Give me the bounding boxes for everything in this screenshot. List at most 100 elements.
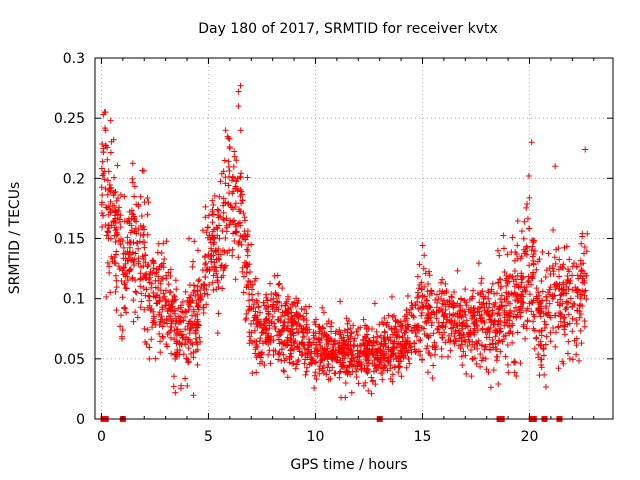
data-point	[506, 317, 513, 324]
data-point	[276, 351, 283, 358]
data-point	[325, 318, 332, 325]
data-point	[137, 270, 144, 277]
data-point	[209, 197, 216, 204]
data-point	[347, 325, 354, 332]
data-point	[223, 228, 230, 235]
data-point	[552, 312, 559, 319]
data-point	[113, 248, 120, 255]
data-point	[348, 389, 355, 396]
data-point	[529, 243, 536, 250]
data-point	[557, 296, 564, 303]
data-point	[170, 292, 177, 299]
data-point	[416, 337, 423, 344]
data-point	[486, 334, 493, 341]
data-point	[447, 317, 454, 324]
data-point	[219, 285, 226, 292]
data-point	[226, 221, 233, 228]
data-point	[487, 346, 494, 353]
data-point	[99, 158, 106, 165]
data-point	[122, 250, 129, 257]
data-point	[475, 305, 482, 312]
data-point	[521, 250, 528, 257]
data-point	[507, 307, 514, 314]
data-point	[108, 222, 115, 229]
data-point	[117, 312, 124, 319]
data-point	[132, 309, 139, 316]
data-point	[408, 300, 415, 307]
data-point	[535, 307, 542, 314]
data-point	[114, 162, 121, 169]
data-point	[160, 334, 167, 341]
data-point	[547, 270, 554, 277]
data-point	[368, 374, 375, 381]
data-point	[470, 287, 477, 294]
data-point	[270, 295, 277, 302]
data-point	[448, 293, 455, 300]
data-point	[569, 263, 576, 270]
data-point	[184, 382, 191, 389]
data-point	[133, 201, 140, 208]
data-point	[150, 289, 157, 296]
chart-title: Day 180 of 2017, SRMTID for receiver kvt…	[198, 21, 498, 37]
data-point	[226, 189, 233, 196]
data-point	[261, 320, 268, 327]
data-point	[229, 246, 236, 253]
data-point	[265, 336, 272, 343]
data-point	[525, 173, 532, 180]
data-point	[210, 241, 217, 248]
data-point	[569, 303, 576, 310]
data-point	[496, 303, 503, 310]
data-point	[139, 275, 146, 282]
data-point	[124, 234, 131, 241]
data-point	[523, 204, 530, 211]
data-point	[245, 241, 252, 248]
data-point	[389, 371, 396, 378]
data-point	[525, 278, 532, 285]
data-point	[413, 333, 420, 340]
data-point	[206, 281, 213, 288]
data-point	[246, 297, 253, 304]
x-tick-label: 10	[307, 429, 325, 445]
data-point	[202, 273, 209, 280]
data-point	[431, 351, 438, 358]
data-point	[269, 313, 276, 320]
x-tick-label: 5	[204, 429, 213, 445]
data-point	[164, 343, 171, 350]
data-point	[172, 389, 179, 396]
data-point	[353, 368, 360, 375]
data-point	[579, 279, 586, 286]
data-point	[513, 293, 520, 300]
data-point	[462, 299, 469, 306]
data-point	[117, 212, 124, 219]
data-point	[101, 109, 108, 116]
data-point	[276, 280, 283, 287]
data-point	[583, 296, 590, 303]
data-point	[365, 351, 372, 358]
data-point	[214, 225, 221, 232]
data-point	[134, 314, 141, 321]
data-point	[280, 367, 287, 374]
data-point	[573, 317, 580, 324]
data-point	[130, 318, 137, 325]
data-point	[233, 178, 240, 185]
data-point	[194, 324, 201, 331]
data-point	[552, 163, 559, 170]
data-point	[213, 286, 220, 293]
data-point	[261, 302, 268, 309]
data-point	[471, 308, 478, 315]
data-point	[444, 314, 451, 321]
data-point	[169, 303, 176, 310]
data-point	[313, 376, 320, 383]
data-point	[514, 242, 521, 249]
data-point	[311, 372, 318, 379]
data-point	[111, 254, 118, 261]
data-point	[136, 238, 143, 245]
data-point	[193, 339, 200, 346]
data-point	[581, 323, 588, 330]
data-point	[430, 362, 437, 369]
data-point	[525, 273, 532, 280]
data-point	[396, 364, 403, 371]
data-point	[503, 283, 510, 290]
data-point	[517, 283, 524, 290]
data-point	[241, 236, 248, 243]
